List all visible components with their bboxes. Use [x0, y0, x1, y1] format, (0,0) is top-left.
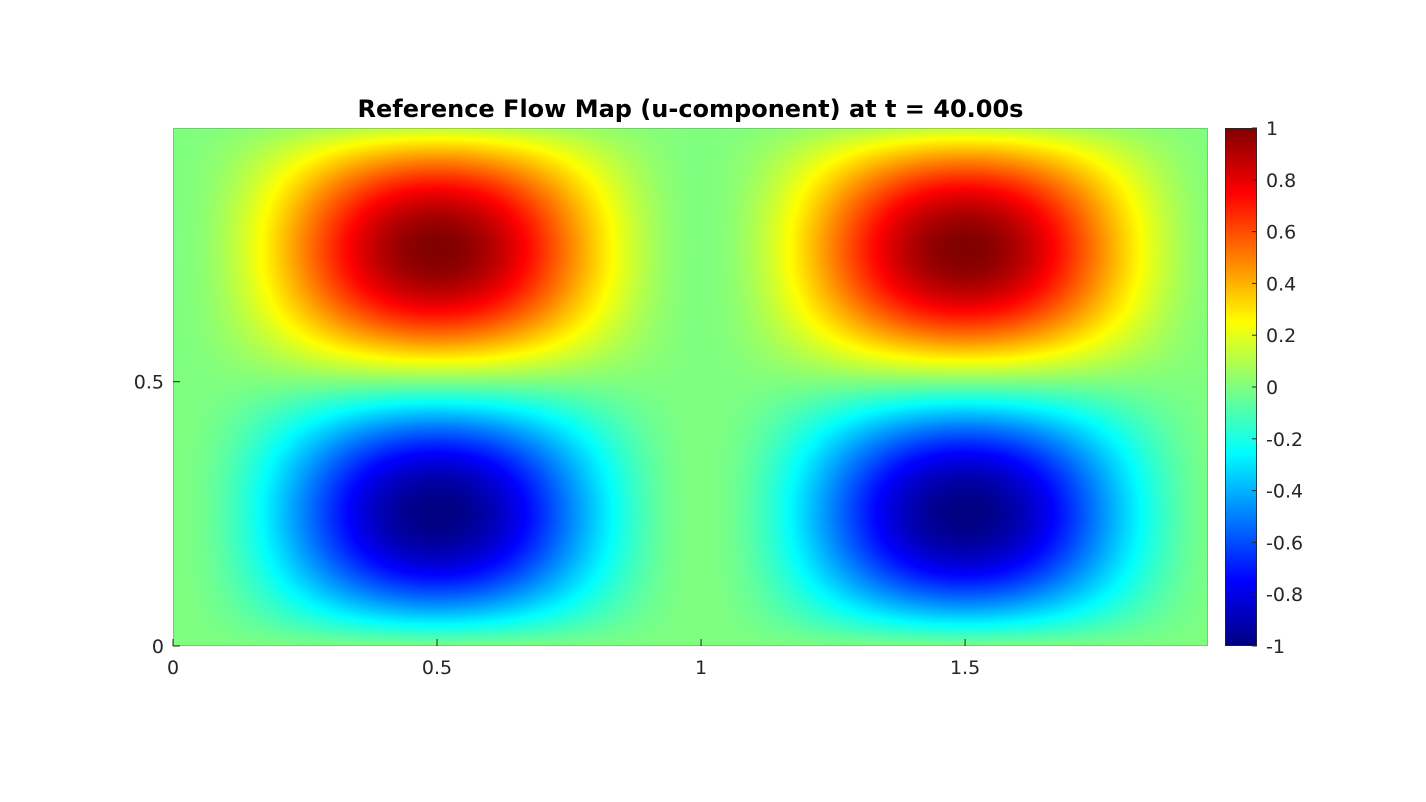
colorbar-tick-label: 0.6 [1266, 222, 1296, 244]
colorbar-tick-label: -0.6 [1266, 532, 1303, 554]
y-tick-label: 0 [152, 636, 164, 658]
colorbar-tick-label: -0.8 [1266, 584, 1303, 606]
colorbar-tick-label: 0.4 [1266, 273, 1296, 295]
x-tick-label: 1.5 [950, 657, 980, 679]
y-tick-label: 0.5 [134, 372, 164, 394]
colorbar-tick-label: -0.2 [1266, 429, 1303, 451]
chart-title: Reference Flow Map (u-component) at t = … [357, 95, 1024, 123]
colorbar-tick-label: -1 [1266, 636, 1285, 658]
x-tick-label: 0.5 [422, 657, 452, 679]
x-tick-label: 1 [695, 657, 707, 679]
colorbar [1225, 128, 1257, 646]
colorbar-tick-label: 0.8 [1266, 170, 1296, 192]
heatmap-plot-area [173, 128, 1208, 646]
colorbar-tick-label: 0 [1266, 377, 1278, 399]
colorbar-tick-label: 0.2 [1266, 325, 1296, 347]
colorbar-tick-label: -0.4 [1266, 481, 1303, 503]
colorbar-tick-label: 1 [1266, 118, 1278, 140]
x-tick-label: 0 [167, 657, 179, 679]
